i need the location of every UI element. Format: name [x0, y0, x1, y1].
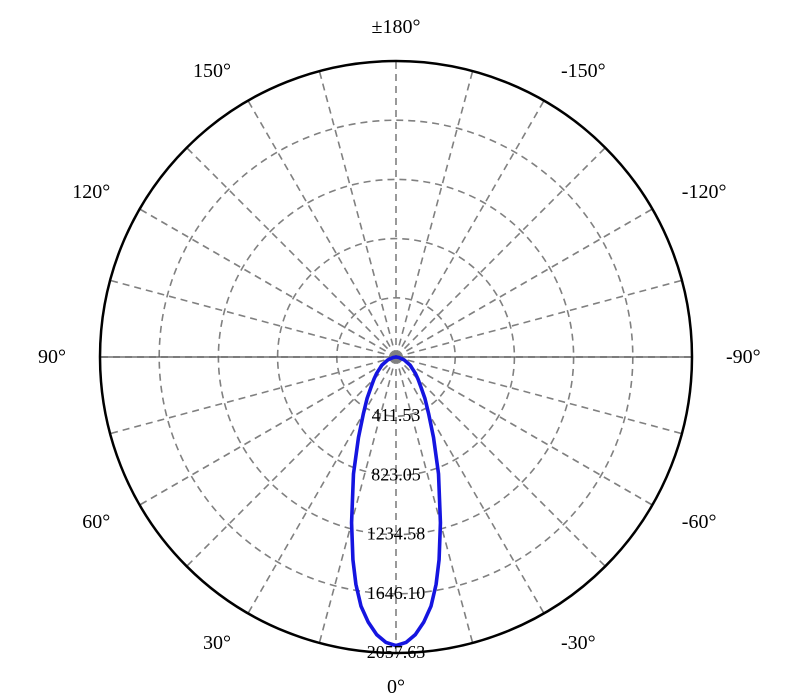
angle-label: 0° — [387, 676, 405, 698]
radial-label: 2057.63 — [367, 642, 426, 662]
angle-label: -150° — [561, 60, 606, 82]
angle-label: 30° — [203, 632, 231, 654]
angle-label: -60° — [682, 511, 717, 533]
radial-label: 1234.58 — [367, 524, 426, 544]
angle-label: -120° — [682, 181, 727, 203]
angle-label: 60° — [82, 511, 110, 533]
angle-label: 120° — [72, 181, 110, 203]
angle-label: -90° — [726, 346, 761, 368]
angle-label: ±180° — [372, 16, 421, 38]
radial-label: 411.53 — [372, 405, 421, 425]
polar-chart: 411.53 823.05 1234.58 1646.10 2057.63 0° 30° 60… — [0, 0, 792, 698]
radial-label: 823.05 — [371, 464, 421, 484]
angle-label: -30° — [561, 632, 596, 654]
angle-label: 90° — [38, 346, 66, 368]
radial-label: 1646.10 — [367, 583, 426, 603]
angle-label: 150° — [193, 60, 231, 82]
